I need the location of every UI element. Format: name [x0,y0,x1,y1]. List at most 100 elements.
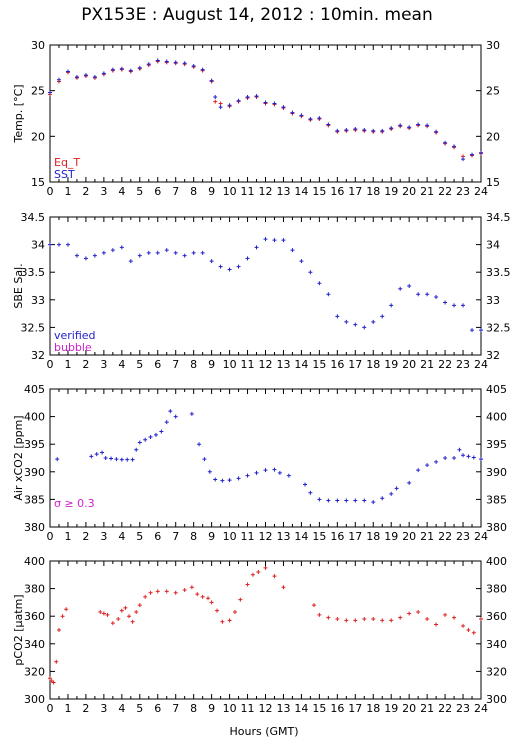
data-point [209,600,214,605]
plot-frame [49,388,482,528]
data-point [335,128,340,133]
y-tick-label-left: 34.5 [21,211,46,224]
x-tick-label: 15 [312,185,326,198]
x-tick-label: 7 [172,358,179,371]
x-tick-label: 14 [294,702,308,715]
x-tick-label: 20 [402,185,416,198]
data-point [65,69,70,74]
x-tick-label: 1 [64,530,71,543]
data-point [245,95,250,100]
x-tick-label: 22 [438,358,452,371]
x-tick-label: 22 [438,702,452,715]
x-tick-label: 14 [294,530,308,543]
data-point [146,250,151,255]
data-point [371,500,376,505]
data-point [137,440,142,445]
data-point [362,498,367,503]
data-point [206,596,211,601]
x-tick-label: 6 [154,530,161,543]
data-point [272,574,277,579]
x-tick-label: 9 [208,185,215,198]
data-point [83,73,88,78]
x-tick-label: 8 [190,702,197,715]
data-point [326,615,331,620]
data-point [218,264,223,269]
data-point [127,614,132,619]
x-tick-label: 8 [190,530,197,543]
data-point [173,60,178,65]
x-tick-label: 11 [241,702,255,715]
x-tick-label: 0 [47,185,54,198]
data-point [263,100,268,105]
data-point [164,589,169,594]
series-1 [48,237,483,333]
data-point [353,127,358,132]
x-tick-label: 16 [330,185,344,198]
data-point [110,67,115,72]
data-point [200,250,205,255]
x-tick-label: 22 [438,185,452,198]
legend-entry: Eq_T [54,156,80,169]
data-point [173,250,178,255]
data-point [114,457,119,462]
data-point [227,618,232,623]
data-point [272,467,277,472]
x-tick-label: 20 [402,530,416,543]
x-tick-label: 13 [276,530,290,543]
y-tick-label-right: 340 [486,638,507,651]
x-tick-label: 16 [330,530,344,543]
data-point [471,630,476,635]
data-point [461,157,466,162]
x-tick-label: 4 [118,358,125,371]
data-point [98,610,103,615]
x-tick-label: 17 [348,530,362,543]
data-point [425,616,430,621]
x-tick-label: 20 [402,358,416,371]
data-point [103,456,108,460]
x-tick-label: 21 [420,358,434,371]
y-tick-label-left: 30 [31,39,45,52]
y-tick-label-left: 380 [24,521,45,534]
data-point [254,245,259,250]
x-tick-label: 14 [294,358,308,371]
data-point [380,128,385,133]
series-2 [48,58,483,162]
data-point [479,328,483,333]
data-point [130,457,135,462]
y-tick-label-right: 33 [486,294,500,307]
data-point [123,605,128,610]
x-tick-label: 10 [223,358,237,371]
plot-frame [49,560,482,700]
data-point [299,113,304,118]
data-point [461,623,466,628]
x-tick-label: 5 [136,702,143,715]
y-tick-label-right: 30 [486,39,500,52]
data-point [213,99,218,104]
x-tick-label: 3 [100,358,107,371]
data-point [220,619,225,624]
y-tick-label-left: 32 [31,349,45,362]
x-tick-label: 24 [474,530,488,543]
data-point [362,127,367,132]
y-tick-label-left: 390 [24,466,45,479]
data-point [457,447,462,452]
x-tick-label: 17 [348,702,362,715]
data-point [92,253,97,258]
data-point [452,144,457,149]
data-point [215,608,220,613]
y-tick-label-left: 360 [24,610,45,623]
data-point [380,496,385,501]
data-point [281,105,286,110]
y-tick-label-right: 405 [486,383,507,396]
legend-entry: SST [54,168,75,181]
x-tick-label: 7 [172,530,179,543]
x-tick-label: 0 [47,702,54,715]
x-tick-label: 10 [223,185,237,198]
y-tick-label-left: 395 [24,438,45,451]
x-tick-label: 20 [402,702,416,715]
data-point [48,242,52,247]
data-point [434,129,439,134]
data-point [109,456,114,461]
data-point [311,603,316,608]
x-tick-label: 21 [420,702,434,715]
